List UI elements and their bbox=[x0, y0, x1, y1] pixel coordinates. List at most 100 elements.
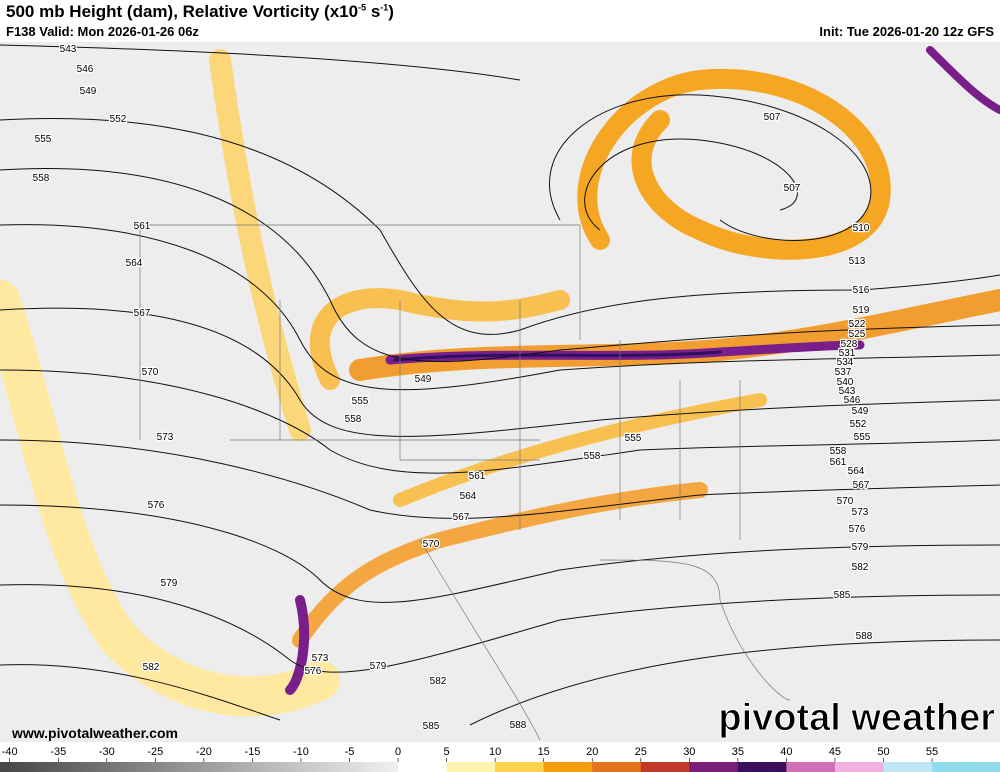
colorbar-swatch bbox=[9, 762, 16, 772]
colorbar-swatch bbox=[233, 762, 239, 772]
colorbar-tick-label: -30 bbox=[99, 746, 115, 758]
colorbar-swatch bbox=[485, 762, 491, 772]
colorbar-swatch bbox=[203, 762, 210, 772]
colorbar-swatch bbox=[961, 762, 967, 772]
contour-label: 573 bbox=[312, 653, 329, 664]
colorbar-swatch bbox=[276, 762, 283, 772]
contour-label: 573 bbox=[157, 432, 174, 443]
contour-label: 588 bbox=[856, 631, 873, 642]
colorbar-swatch bbox=[728, 762, 734, 772]
colorbar-swatch bbox=[368, 762, 375, 772]
contour bbox=[0, 369, 1000, 474]
colorbar-swatch bbox=[966, 762, 972, 772]
contour-label: 558 bbox=[33, 173, 50, 184]
colorbar-swatch bbox=[451, 762, 457, 772]
contour-label: 531 bbox=[839, 348, 856, 359]
colorbar-swatch bbox=[266, 762, 273, 772]
colorbar-swatch bbox=[854, 762, 860, 772]
contour-label: 552 bbox=[110, 114, 127, 125]
colorbar-swatch bbox=[344, 762, 351, 772]
colorbar-swatch bbox=[990, 762, 996, 772]
colorbar-swatch bbox=[781, 762, 787, 772]
colorbar-swatch bbox=[815, 762, 821, 772]
colorbar-swatch bbox=[718, 762, 724, 772]
contour-label: 570 bbox=[837, 496, 854, 507]
colorbar-swatch bbox=[640, 762, 647, 772]
colorbar-swatch bbox=[980, 762, 986, 772]
contour-label: 579 bbox=[370, 661, 387, 672]
colorbar-swatch bbox=[271, 762, 278, 772]
colorbar-swatch bbox=[63, 762, 69, 772]
colorbar-swatch bbox=[87, 762, 93, 772]
colorbar-swatch bbox=[868, 762, 875, 772]
colorbar-swatch bbox=[708, 762, 715, 772]
colorbar-swatch bbox=[160, 762, 166, 772]
colorbar-swatch bbox=[174, 762, 181, 772]
colorbar-swatch bbox=[859, 762, 865, 772]
colorbar-swatch bbox=[553, 762, 559, 772]
colorbar-swatch bbox=[669, 762, 676, 772]
colorbar-swatch bbox=[752, 762, 758, 772]
contour-label: 582 bbox=[143, 662, 160, 673]
colorbar-swatch bbox=[456, 762, 462, 772]
colorbar-tick-label: -35 bbox=[50, 746, 66, 758]
colorbar-swatch bbox=[825, 762, 831, 772]
colorbar-swatch bbox=[898, 762, 904, 772]
colorbar-swatch bbox=[383, 762, 389, 772]
contour-label: 576 bbox=[849, 524, 866, 535]
colorbar-swatch bbox=[548, 762, 554, 772]
contour bbox=[0, 168, 1000, 363]
colorbar-swatch bbox=[14, 762, 20, 772]
colorbar-swatch bbox=[286, 762, 292, 772]
colorbar-swatch bbox=[470, 762, 477, 772]
colorbar-swatch bbox=[883, 762, 889, 772]
contour-label: 510 bbox=[853, 223, 870, 234]
colorbar-swatch bbox=[38, 762, 45, 772]
colorbar-swatch bbox=[786, 762, 792, 772]
colorbar-swatch bbox=[500, 762, 506, 772]
colorbar-swatch bbox=[407, 762, 414, 772]
colorbar-swatch bbox=[878, 762, 884, 772]
colorbar-swatch bbox=[820, 762, 826, 772]
contour-label: 516 bbox=[853, 285, 870, 296]
colorbar-swatch bbox=[917, 762, 923, 772]
colorbar-swatch bbox=[606, 762, 613, 772]
colorbar-tick-label: 15 bbox=[538, 746, 550, 758]
colorbar-swatch bbox=[300, 762, 307, 772]
colorbar-swatch bbox=[538, 762, 545, 772]
colorbar-swatch bbox=[325, 762, 331, 772]
contour-label: 558 bbox=[830, 446, 847, 457]
colorbar-swatch bbox=[567, 762, 574, 772]
contour-label: 534 bbox=[837, 357, 854, 368]
colorbar-tick-label: -40 bbox=[2, 746, 18, 758]
colorbar-tick-label: 10 bbox=[489, 746, 501, 758]
colorbar-swatch bbox=[529, 762, 535, 772]
colorbar-swatch bbox=[572, 762, 579, 772]
colorbar-swatch bbox=[689, 762, 695, 772]
colorbar-swatch bbox=[975, 762, 982, 772]
colorbar-swatch bbox=[694, 762, 700, 772]
contour-label: 573 bbox=[852, 507, 869, 518]
colorbar-swatch bbox=[218, 762, 224, 772]
colorbar-swatch bbox=[179, 762, 185, 772]
colorbar-tick-label: -15 bbox=[244, 746, 260, 758]
colorbar-swatch bbox=[436, 762, 443, 772]
colorbar-swatch bbox=[320, 762, 326, 772]
colorbar-tick-label: 0 bbox=[395, 746, 401, 758]
colorbar-swatch bbox=[737, 762, 744, 772]
colorbar-swatch bbox=[524, 762, 530, 772]
colorbar-swatch bbox=[364, 762, 370, 772]
colorbar-swatch bbox=[665, 762, 671, 772]
colorbar-swatch bbox=[67, 762, 74, 772]
colorbar-swatch bbox=[305, 762, 312, 772]
colorbar-swatch bbox=[757, 762, 763, 772]
colorbar-swatch bbox=[912, 762, 918, 772]
colorbar-swatch bbox=[514, 762, 520, 772]
colorbar-swatch bbox=[597, 762, 603, 772]
contour-label: 543 bbox=[839, 386, 856, 397]
colorbar-swatch bbox=[631, 762, 637, 772]
contour-label: 525 bbox=[849, 329, 866, 340]
colorbar-swatch bbox=[864, 762, 870, 772]
colorbar-swatch bbox=[77, 762, 84, 772]
